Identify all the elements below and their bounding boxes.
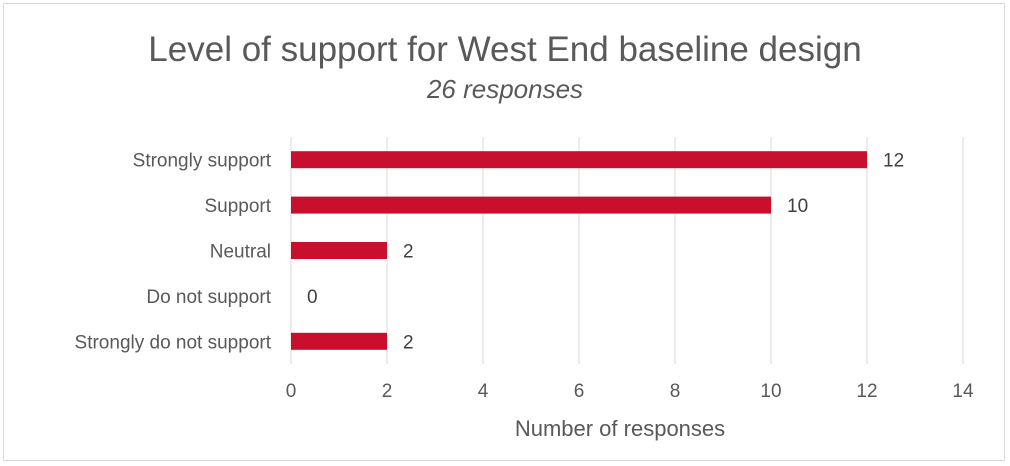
bar xyxy=(291,196,771,214)
x-tick-label: 14 xyxy=(952,381,974,402)
chart-frame: Level of support for West End baseline d… xyxy=(3,3,1005,461)
category-label: Strongly support xyxy=(133,151,272,172)
x-tick-label: 4 xyxy=(478,381,489,402)
x-tick-label: 12 xyxy=(856,381,877,402)
data-label: 10 xyxy=(787,196,808,217)
chart-title: Level of support for West End baseline d… xyxy=(148,30,862,69)
bar xyxy=(291,242,387,259)
x-tick-label: 10 xyxy=(760,381,781,402)
x-axis-title: Number of responses xyxy=(515,416,725,441)
x-tick-label: 8 xyxy=(670,381,681,402)
category-label: Support xyxy=(204,196,271,217)
data-label: 2 xyxy=(403,242,414,263)
bar xyxy=(291,332,387,350)
data-label: 0 xyxy=(307,287,318,308)
data-label: 12 xyxy=(883,151,904,172)
data-label: 2 xyxy=(403,332,414,353)
category-label: Strongly do not support xyxy=(75,332,272,353)
x-tick-label: 2 xyxy=(382,381,393,402)
chart-subtitle: 26 responses xyxy=(426,74,584,104)
bar-chart: 0 2 4 6 8 10 12 14 Strongly support 12 Support 10 Ne… xyxy=(75,137,974,441)
category-label: Neutral xyxy=(210,242,271,263)
x-tick-label: 0 xyxy=(286,381,297,402)
category-label: Do not support xyxy=(146,287,271,308)
bar xyxy=(291,151,867,169)
x-tick-label: 6 xyxy=(574,381,585,402)
